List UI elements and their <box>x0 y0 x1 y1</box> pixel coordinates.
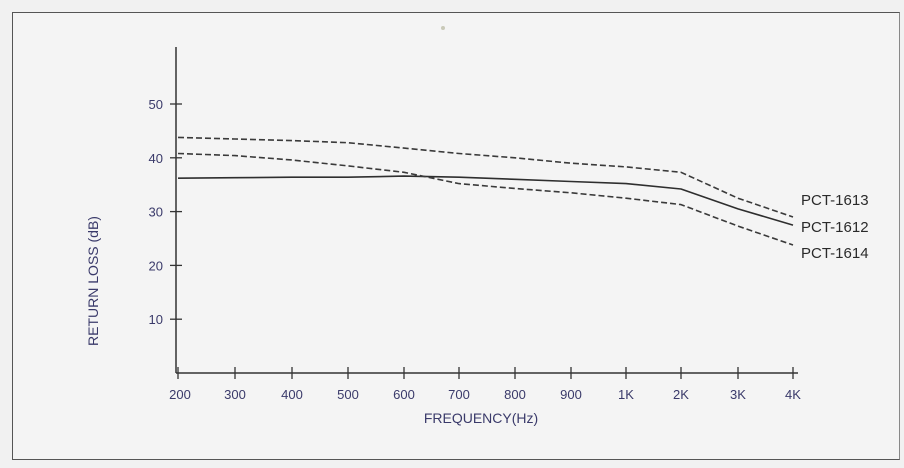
x-tick-label: 300 <box>224 387 246 402</box>
x-tick-label: 3K <box>730 387 746 402</box>
x-tick-label: 200 <box>169 387 191 402</box>
legend-label-pct-1613: PCT-1613 <box>801 192 869 209</box>
x-tick-label: 800 <box>504 387 526 402</box>
y-tick-label: 40 <box>149 151 163 166</box>
x-axis-title: FREQUENCY(Hz) <box>424 410 538 426</box>
y-tick-label: 10 <box>149 312 163 327</box>
x-tick-label: 900 <box>560 387 582 402</box>
series-line-pct-1614 <box>177 152 794 246</box>
legend: PCT-1613 PCT-1612 PCT-1614 <box>801 192 869 262</box>
x-tick-label: 1K <box>618 387 634 402</box>
y-tick-label: 30 <box>149 205 163 220</box>
scan-speck <box>441 26 445 30</box>
legend-label-pct-1612: PCT-1612 <box>801 219 869 236</box>
x-ticks: 200 300 400 500 600 700 800 900 1K 2K 3K 4K <box>169 367 801 402</box>
x-tick-label: 500 <box>337 387 359 402</box>
series-lines <box>177 136 794 246</box>
series-line-pct-1613 <box>177 136 794 218</box>
x-tick-label: 2K <box>673 387 689 402</box>
y-axis-title: RETURN LOSS (dB) <box>85 216 101 346</box>
legend-label-pct-1614: PCT-1614 <box>801 245 869 262</box>
x-tick-label: 600 <box>393 387 415 402</box>
series-line-pct-1612 <box>177 175 794 226</box>
x-tick-label: 4K <box>785 387 801 402</box>
y-tick-label: 50 <box>149 97 163 112</box>
y-tick-label: 20 <box>149 258 163 273</box>
x-tick-label: 700 <box>448 387 470 402</box>
x-tick-label: 400 <box>281 387 303 402</box>
y-ticks: 10 20 30 40 50 <box>149 97 182 327</box>
chart-frame <box>12 12 900 460</box>
axes <box>175 47 798 374</box>
